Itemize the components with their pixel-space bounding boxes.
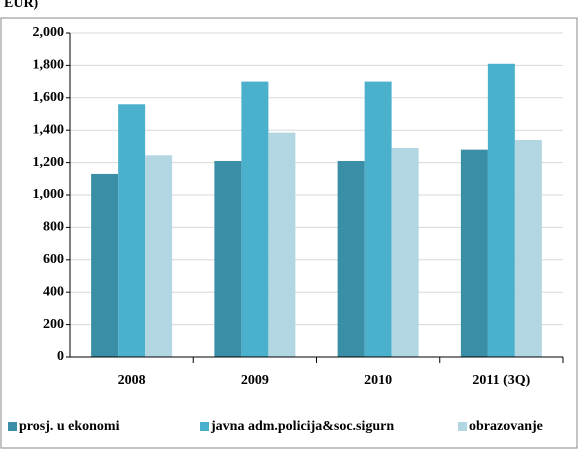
bar (337, 160, 365, 357)
y-tick-label: 400 (43, 284, 64, 299)
bar (268, 132, 296, 357)
y-tick-label: 1,200 (33, 155, 65, 170)
y-tick-label: 1,600 (33, 90, 65, 105)
bar (145, 155, 173, 357)
x-tick-label: 2011 (3Q) (472, 373, 530, 388)
y-tick-label: 0 (57, 349, 64, 364)
y-tick-label: 1,000 (33, 187, 65, 202)
y-tick-label: 600 (43, 252, 64, 267)
x-tick-label: 2008 (118, 373, 146, 388)
y-tick-label: 800 (43, 220, 64, 235)
legend-label: prosj. u ekonomi (19, 419, 120, 434)
chart-title: EUR) (4, 0, 39, 11)
x-tick-label: 2009 (241, 373, 269, 388)
bar (118, 104, 146, 357)
legend-swatch (200, 422, 209, 431)
bar (214, 160, 242, 357)
y-tick-label: 2,000 (33, 25, 65, 40)
x-tick-label: 2010 (364, 373, 392, 388)
y-tick-label: 1,400 (33, 122, 65, 137)
bar (364, 81, 392, 357)
bar (487, 63, 515, 357)
bar (460, 149, 488, 357)
legend-swatch (458, 422, 467, 431)
y-tick-label: 200 (43, 317, 64, 332)
bar (514, 139, 542, 357)
bar (91, 173, 119, 357)
y-tick-label: 1,800 (33, 58, 65, 73)
legend-label: javna adm.policija&soc.sigurn (210, 419, 394, 434)
bar (391, 148, 419, 357)
legend-swatch (8, 422, 17, 431)
bar (241, 81, 269, 357)
legend-label: obrazovanje (469, 419, 543, 434)
